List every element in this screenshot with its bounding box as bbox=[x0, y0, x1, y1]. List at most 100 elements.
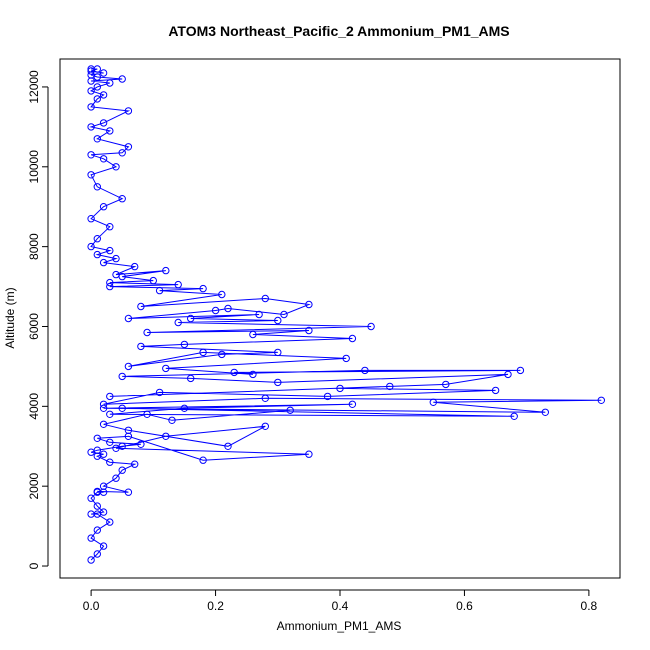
data-point bbox=[137, 440, 145, 448]
data-point bbox=[274, 378, 282, 387]
data-point bbox=[199, 456, 207, 464]
data-point bbox=[93, 526, 102, 534]
data-point bbox=[112, 474, 120, 482]
y-tick-label: 2000 bbox=[27, 473, 41, 500]
data-point bbox=[342, 354, 350, 363]
data-point bbox=[162, 266, 170, 275]
data-point bbox=[106, 79, 114, 87]
y-axis: 0 2000 4000 6000 8000 10000 12000 bbox=[27, 70, 49, 569]
data-point bbox=[93, 446, 102, 454]
data-point bbox=[199, 284, 207, 293]
data-point bbox=[112, 163, 120, 171]
data-point bbox=[87, 510, 95, 518]
data-point bbox=[174, 280, 182, 289]
data-point bbox=[137, 302, 145, 311]
data-point bbox=[87, 556, 95, 564]
data-point bbox=[93, 550, 102, 558]
data-point bbox=[230, 368, 238, 377]
data-point bbox=[429, 398, 437, 406]
y-tick-label: 6000 bbox=[27, 313, 41, 340]
data-point bbox=[99, 450, 108, 458]
data-point bbox=[118, 466, 126, 474]
data-point bbox=[274, 348, 282, 357]
data-point bbox=[93, 487, 102, 496]
data-point bbox=[131, 262, 139, 271]
data-point bbox=[99, 404, 108, 412]
data-point bbox=[361, 366, 369, 375]
data-point bbox=[143, 328, 151, 337]
data-point bbox=[106, 127, 114, 135]
data-point bbox=[280, 310, 288, 319]
data-point bbox=[541, 408, 549, 416]
data-point bbox=[143, 410, 151, 418]
data-point bbox=[386, 382, 394, 391]
data-point bbox=[93, 135, 102, 143]
data-point bbox=[274, 316, 282, 325]
data-point bbox=[87, 534, 95, 542]
data-point bbox=[106, 410, 114, 418]
data-point bbox=[261, 422, 269, 430]
data-point bbox=[174, 318, 182, 327]
data-point bbox=[87, 151, 95, 159]
data-point bbox=[323, 392, 332, 401]
x-tick-label: 0.6 bbox=[456, 599, 473, 613]
plot-box bbox=[59, 58, 621, 579]
data-point bbox=[87, 103, 95, 111]
data-point bbox=[180, 340, 189, 349]
x-tick-label: 0.4 bbox=[332, 599, 349, 613]
data-point bbox=[99, 69, 108, 77]
data-point bbox=[93, 434, 102, 442]
data-point bbox=[99, 420, 108, 428]
y-tick-label: 4000 bbox=[27, 393, 41, 420]
data-point bbox=[261, 294, 269, 303]
data-point bbox=[168, 416, 176, 424]
data-point bbox=[305, 300, 313, 309]
data-point bbox=[249, 330, 257, 339]
data-point bbox=[442, 380, 450, 389]
data-point bbox=[112, 270, 120, 279]
y-tick-label: 10000 bbox=[27, 150, 41, 184]
data-point bbox=[124, 314, 133, 323]
data-point bbox=[87, 123, 95, 131]
x-axis: 0.0 0.2 0.4 0.6 0.8 bbox=[83, 589, 598, 613]
data-point bbox=[199, 348, 207, 357]
y-tick-label: 0 bbox=[27, 562, 41, 569]
series-line bbox=[89, 68, 602, 561]
data-point bbox=[367, 322, 375, 331]
data-point bbox=[261, 394, 269, 402]
data-point bbox=[106, 223, 114, 231]
data-point bbox=[87, 65, 95, 73]
data-point bbox=[305, 326, 313, 335]
data-point bbox=[118, 195, 126, 203]
x-tick-label: 0.8 bbox=[581, 599, 598, 613]
data-point bbox=[162, 364, 170, 373]
data-point bbox=[124, 107, 133, 115]
data-point bbox=[155, 286, 164, 295]
x-axis-label: Ammonium_PM1_AMS bbox=[277, 619, 402, 633]
data-point bbox=[87, 215, 95, 223]
x-tick-label: 0.0 bbox=[83, 599, 100, 613]
data-point bbox=[124, 362, 133, 371]
data-point bbox=[162, 432, 170, 440]
data-point bbox=[491, 386, 500, 395]
data-point bbox=[131, 460, 139, 468]
data-point bbox=[149, 276, 158, 285]
data-point bbox=[93, 250, 102, 259]
data-point bbox=[124, 488, 133, 496]
data-point bbox=[118, 75, 126, 83]
data-point bbox=[124, 143, 133, 151]
data-point bbox=[336, 384, 344, 393]
data-point bbox=[99, 91, 108, 99]
data-point bbox=[224, 442, 232, 450]
data-point bbox=[504, 370, 512, 379]
data-point bbox=[348, 400, 357, 408]
data-point bbox=[87, 87, 95, 95]
data-point bbox=[99, 400, 108, 408]
data-point bbox=[93, 235, 102, 243]
data-point bbox=[99, 508, 108, 516]
data-point bbox=[118, 372, 126, 381]
data-point bbox=[87, 494, 95, 502]
data-point bbox=[224, 304, 232, 313]
data-point bbox=[106, 458, 114, 466]
